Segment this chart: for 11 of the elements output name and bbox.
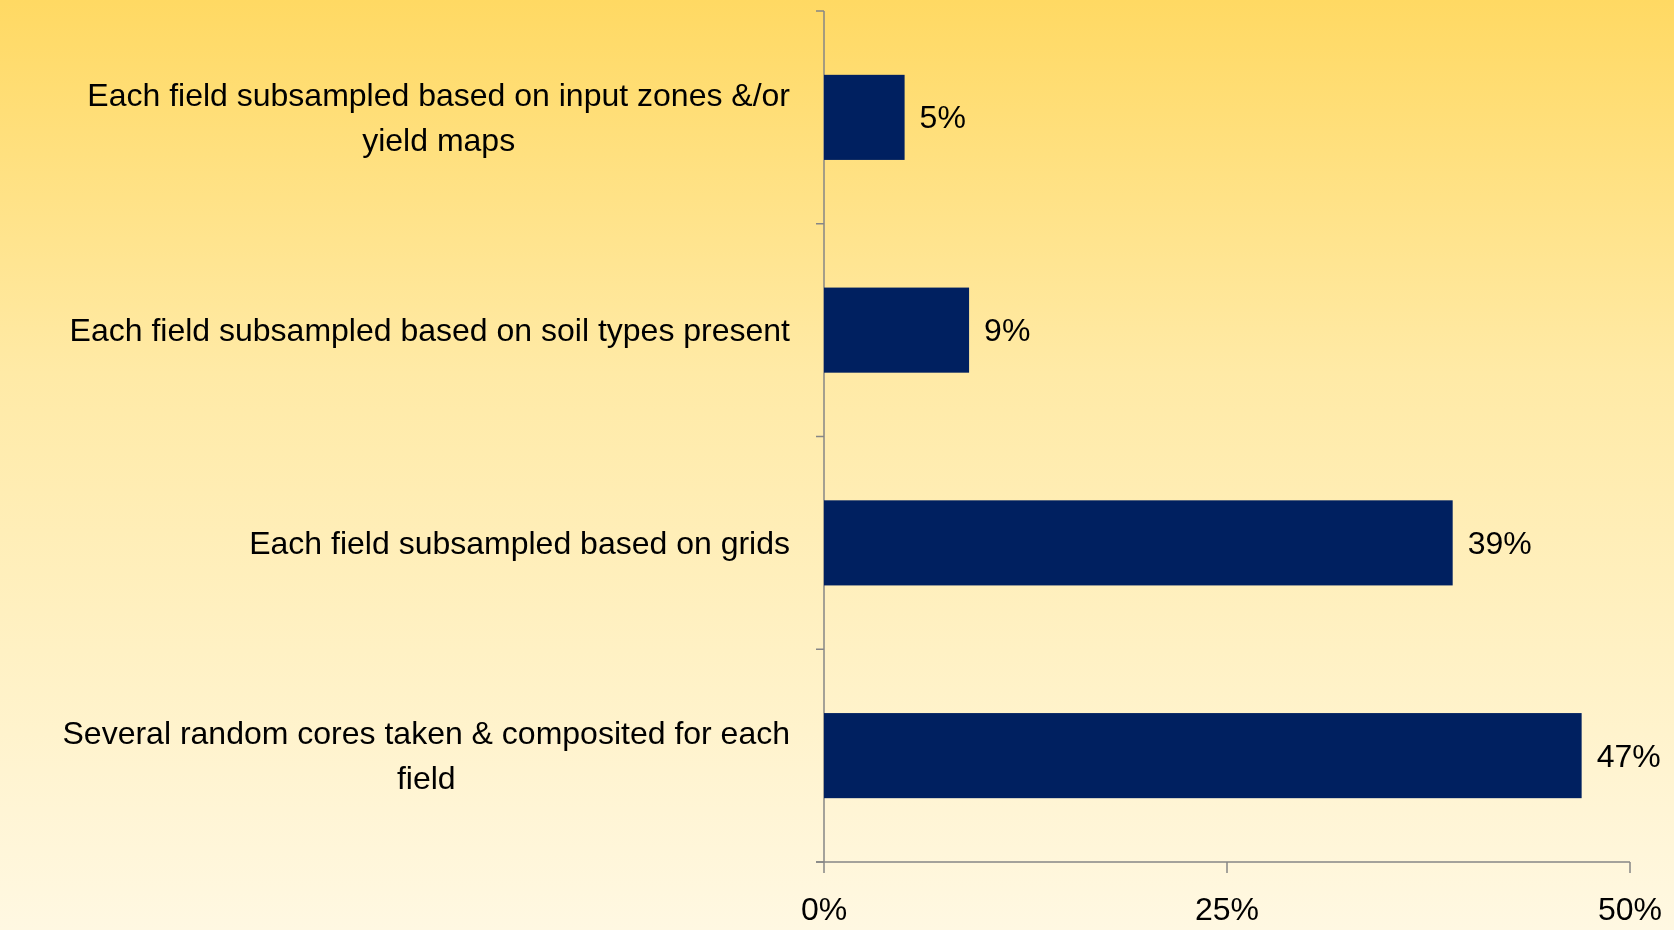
- data-label: 9%: [984, 312, 1031, 349]
- data-label: 47%: [1596, 737, 1661, 774]
- x-tick-label: 50%: [1597, 891, 1663, 927]
- data-label: 39%: [1467, 524, 1532, 561]
- y-tick-label: Several random cores taken & composited for each field: [62, 715, 790, 797]
- data-label: 5%: [919, 99, 966, 136]
- y-tick-label: Each field subsampled based on grids: [249, 524, 790, 561]
- y-tick-label: Each field subsampled based on soil types present: [69, 312, 791, 349]
- x-tick-label: 25%: [1194, 891, 1260, 927]
- y-tick-label: Each field subsampled based on input zones &/or yield maps: [87, 76, 791, 158]
- x-tick-label: 0%: [800, 891, 848, 927]
